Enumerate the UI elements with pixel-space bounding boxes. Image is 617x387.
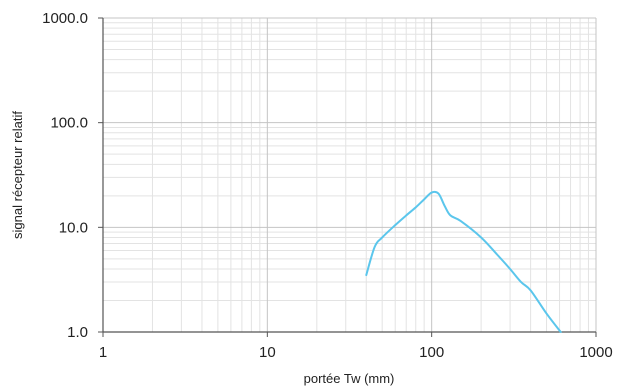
x-tick-label: 1000: [579, 344, 612, 361]
series-layer: [365, 190, 562, 333]
grid: [102, 17, 597, 333]
axes: [98, 17, 597, 337]
y-tick-label: 10.0: [59, 219, 88, 236]
x-tick-label: 10: [259, 344, 276, 361]
y-axis-title: signal récepteur relatif: [10, 111, 25, 239]
y-tick-label: 1.0: [67, 324, 88, 341]
tick-labels: 1 10 100 1000 1.0 10.0 100.0 1000.0: [42, 10, 613, 361]
x-axis-title: portée Tw (mm): [304, 371, 395, 386]
x-tick-label: 100: [419, 344, 444, 361]
series-line-0: [365, 190, 562, 333]
y-tick-label: 100.0: [50, 115, 88, 132]
y-tick-label: 1000.0: [42, 10, 88, 27]
x-tick-label: 1: [99, 344, 107, 361]
